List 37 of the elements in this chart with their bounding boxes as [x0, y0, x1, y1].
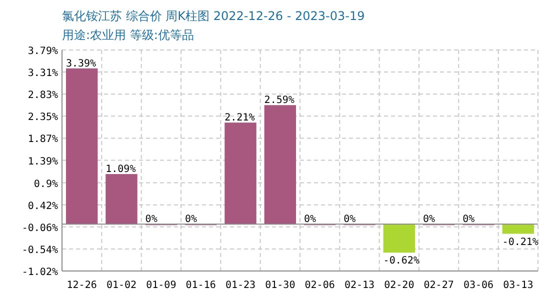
data-label: 0%	[304, 214, 316, 226]
data-label: 2.59%	[264, 95, 294, 106]
data-label: 3.39%	[66, 58, 96, 70]
y-tick-label: -1.02%	[22, 267, 58, 278]
y-tick-label: 1.87%	[28, 134, 58, 146]
x-tick-label: 02-13	[344, 280, 375, 291]
x-tick-label: 12-26	[66, 280, 97, 291]
x-tick-label: 02-27	[424, 280, 454, 291]
x-tick-label: 01-30	[265, 280, 296, 291]
data-label: 0%	[462, 214, 475, 226]
x-tick-label: 02-06	[304, 280, 335, 291]
y-tick-label: 2.83%	[28, 90, 58, 102]
x-tick-label: 02-20	[384, 280, 414, 291]
x-tick-label: 03-06	[463, 280, 494, 291]
x-tick-label: 03-13	[503, 280, 534, 291]
data-label: 0%	[184, 214, 198, 226]
data-label: 2.21%	[224, 112, 255, 124]
y-tick-label: 3.31%	[28, 68, 58, 80]
y-tick-label: 0.9%	[34, 178, 58, 190]
data-label: 1.09%	[106, 164, 136, 176]
data-label: 0%	[422, 214, 436, 226]
y-tick-label: 0.42%	[28, 200, 58, 212]
x-tick-label: 01-16	[186, 280, 216, 291]
data-label: 0%	[344, 214, 356, 226]
y-tick-label: 1.39%	[28, 156, 58, 168]
chart-subtitle: 用途:农业用 等级:优等品	[62, 28, 194, 42]
y-tick-label: 3.79%	[28, 46, 58, 57]
data-label: -0.62%	[383, 256, 420, 267]
y-tick-label: -0.06%	[22, 222, 58, 234]
y-tick-label: -0.54%	[22, 244, 58, 256]
data-label: 0%	[145, 214, 158, 226]
y-tick-label: 2.35%	[28, 112, 58, 124]
chart-title: 氯化铵江苏 综合价 周K柱图 2022-12-26 - 2023-03-19	[62, 9, 365, 23]
x-tick-label: 01-23	[225, 280, 256, 291]
x-tick-label: 01-02	[106, 280, 137, 291]
x-tick-label: 01-09	[146, 280, 176, 291]
data-label: -0.21%	[502, 236, 538, 248]
